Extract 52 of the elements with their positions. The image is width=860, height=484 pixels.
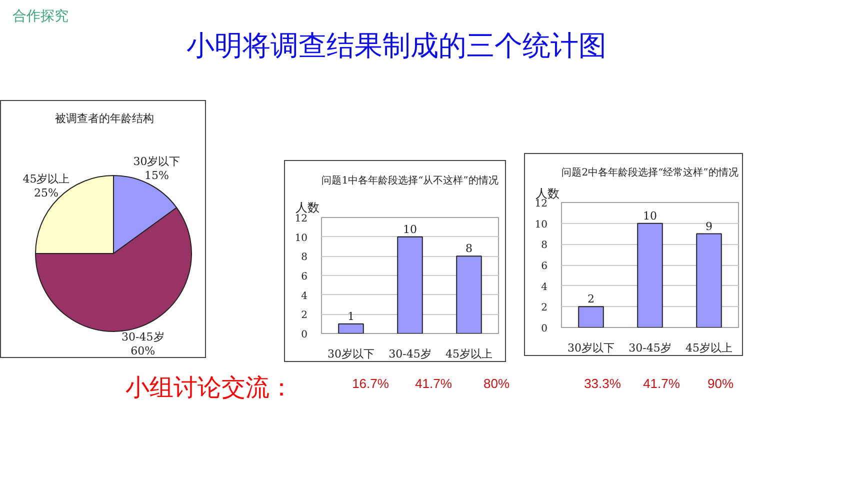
slice-label: 30-45岁 <box>122 330 164 344</box>
x-tick-label: 30-45岁 <box>628 342 672 354</box>
bar <box>637 222 663 328</box>
data-label: 25% <box>34 186 58 200</box>
text: 16.7% <box>352 376 390 391</box>
data-label: 8 <box>466 242 472 256</box>
bar <box>456 256 482 334</box>
y-tick-label: 12 <box>534 198 548 210</box>
slice-label: 30岁以下 <box>133 155 180 168</box>
y-tick-label: 12 <box>294 214 308 224</box>
x-tick-label: 45岁以上 <box>446 348 492 360</box>
data-label: 2 <box>588 292 594 306</box>
bar <box>578 306 604 328</box>
text: 33.3% <box>584 376 622 391</box>
text: 41.7% <box>643 376 680 391</box>
y-tick-label: 6 <box>541 261 548 272</box>
chart-title: 问题1中各年龄段选择“从不这样”的情况 <box>322 174 498 186</box>
chart-title: 被调查者的年龄结构 <box>55 112 154 125</box>
x-tick-label: 45岁以上 <box>686 342 732 354</box>
y-axis-title: 人数 <box>536 186 560 200</box>
y-tick-label: 2 <box>541 302 548 314</box>
data-label: 10 <box>403 222 417 236</box>
text: 小组讨论交流： <box>126 374 294 402</box>
y-tick-label: 6 <box>301 272 308 282</box>
data-label: 60% <box>130 344 156 358</box>
x-tick-label: 30岁以下 <box>328 348 374 360</box>
slice-label: 45岁以上 <box>22 172 70 186</box>
chart-title: 问题2中各年龄段选择“经常这样”的情况 <box>562 166 738 178</box>
y-tick-label: 4 <box>541 282 548 293</box>
y-tick-label: 10 <box>534 219 548 230</box>
text: 90% <box>707 376 734 391</box>
y-tick-label: 8 <box>541 240 548 252</box>
text: 小明将调查结果制成的三个统计图 <box>186 29 606 62</box>
text: 合作探究 <box>12 8 68 24</box>
bar <box>397 236 423 334</box>
y-tick-label: 8 <box>301 252 308 264</box>
bar <box>338 323 364 334</box>
y-tick-label: 0 <box>541 324 548 334</box>
bar <box>696 233 722 328</box>
text: 41.7% <box>415 376 452 391</box>
data-label: 15% <box>144 169 169 182</box>
data-label: 1 <box>348 310 354 323</box>
data-label: 10 <box>643 209 657 222</box>
y-tick-label: 10 <box>294 232 308 244</box>
y-tick-label: 2 <box>301 310 308 322</box>
text: 80% <box>483 376 510 391</box>
y-tick-label: 0 <box>301 330 308 340</box>
data-label: 9 <box>706 220 712 233</box>
y-tick-label: 4 <box>301 290 308 302</box>
x-tick-label: 30岁以下 <box>568 342 614 354</box>
x-tick-label: 30-45岁 <box>388 348 432 360</box>
y-axis-title: 人数 <box>296 200 320 214</box>
